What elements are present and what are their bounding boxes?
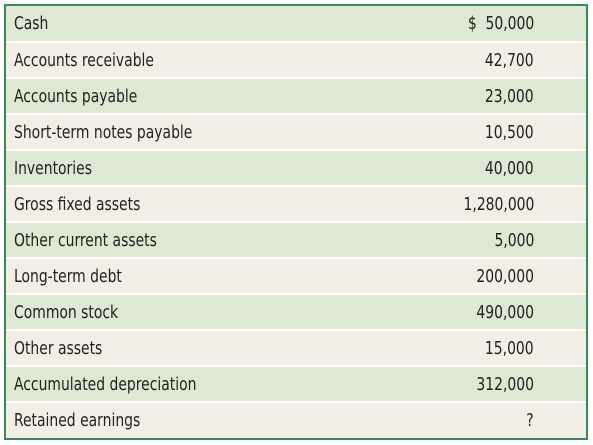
row-value: 23,000 [394, 78, 586, 115]
row-label-text: Other assets [14, 337, 103, 359]
row-value: 40,000 [394, 150, 586, 187]
table-row: Short-term notes payable 10,500 [6, 114, 586, 151]
row-label-text: Short-term notes payable [14, 121, 193, 143]
balance-sheet-table-frame: Cash $ 50,000 Accounts receivable 42,700… [4, 4, 588, 440]
table-row: Accounts payable 23,000 [6, 78, 586, 115]
row-label-text: Accounts receivable [14, 49, 154, 71]
row-value: ? [394, 402, 586, 438]
balance-sheet-table: Cash $ 50,000 Accounts receivable 42,700… [6, 6, 586, 438]
row-label: Accounts payable [6, 78, 394, 115]
row-value: 1,280,000 [394, 186, 586, 223]
row-value: 15,000 [394, 330, 586, 367]
row-label-text: Common stock [14, 301, 119, 323]
row-label-text: Gross fixed assets [14, 193, 141, 215]
row-label: Inventories [6, 150, 394, 187]
row-label-text: Cash [14, 13, 49, 34]
row-value-text: 42,700 [485, 49, 534, 71]
table-row: Retained earnings ? [6, 402, 586, 438]
table-row: Common stock 490,000 [6, 294, 586, 331]
row-label: Other current assets [6, 222, 394, 259]
row-value: $ 50,000 [394, 6, 586, 43]
table-row: Gross fixed assets 1,280,000 [6, 186, 586, 223]
row-label: Long-term debt [6, 258, 394, 295]
row-label: Retained earnings [6, 402, 394, 438]
row-label: Common stock [6, 294, 394, 331]
row-label: Gross fixed assets [6, 186, 394, 223]
row-value: 490,000 [394, 294, 586, 331]
row-value: 10,500 [394, 114, 586, 151]
table-row: Long-term debt 200,000 [6, 258, 586, 295]
row-value: 42,700 [394, 42, 586, 79]
table-row: Accumulated depreciation 312,000 [6, 366, 586, 403]
row-label: Short-term notes payable [6, 114, 394, 151]
row-label-text: Inventories [14, 157, 92, 179]
row-value: 5,000 [394, 222, 586, 259]
row-label-text: Accumulated depreciation [14, 373, 197, 395]
row-value-text: 490,000 [476, 301, 534, 323]
row-value-text: $ 50,000 [467, 13, 534, 34]
row-value-text: 10,500 [485, 121, 534, 143]
table-row: Other current assets 5,000 [6, 222, 586, 259]
row-label-text: Other current assets [14, 229, 157, 251]
row-value-text: 5,000 [494, 229, 534, 251]
row-label: Other assets [6, 330, 394, 367]
row-label: Cash [6, 6, 394, 43]
row-value: 312,000 [394, 366, 586, 403]
row-value-text: 1,280,000 [463, 193, 534, 215]
row-value: 200,000 [394, 258, 586, 295]
table-row: Accounts receivable 42,700 [6, 42, 586, 79]
row-label-text: Long-term debt [14, 265, 122, 287]
row-label-text: Retained earnings [14, 410, 141, 431]
row-label-text: Accounts payable [14, 85, 138, 107]
row-value-text: 15,000 [485, 337, 534, 359]
table-row: Inventories 40,000 [6, 150, 586, 187]
row-value-text: 312,000 [476, 373, 534, 395]
table-row: Other assets 15,000 [6, 330, 586, 367]
row-value-text: 40,000 [485, 157, 534, 179]
row-label: Accounts receivable [6, 42, 394, 79]
row-value-text: ? [526, 410, 534, 431]
table-row: Cash $ 50,000 [6, 6, 586, 43]
row-value-text: 23,000 [485, 85, 534, 107]
row-label: Accumulated depreciation [6, 366, 394, 403]
row-value-text: 200,000 [476, 265, 534, 287]
